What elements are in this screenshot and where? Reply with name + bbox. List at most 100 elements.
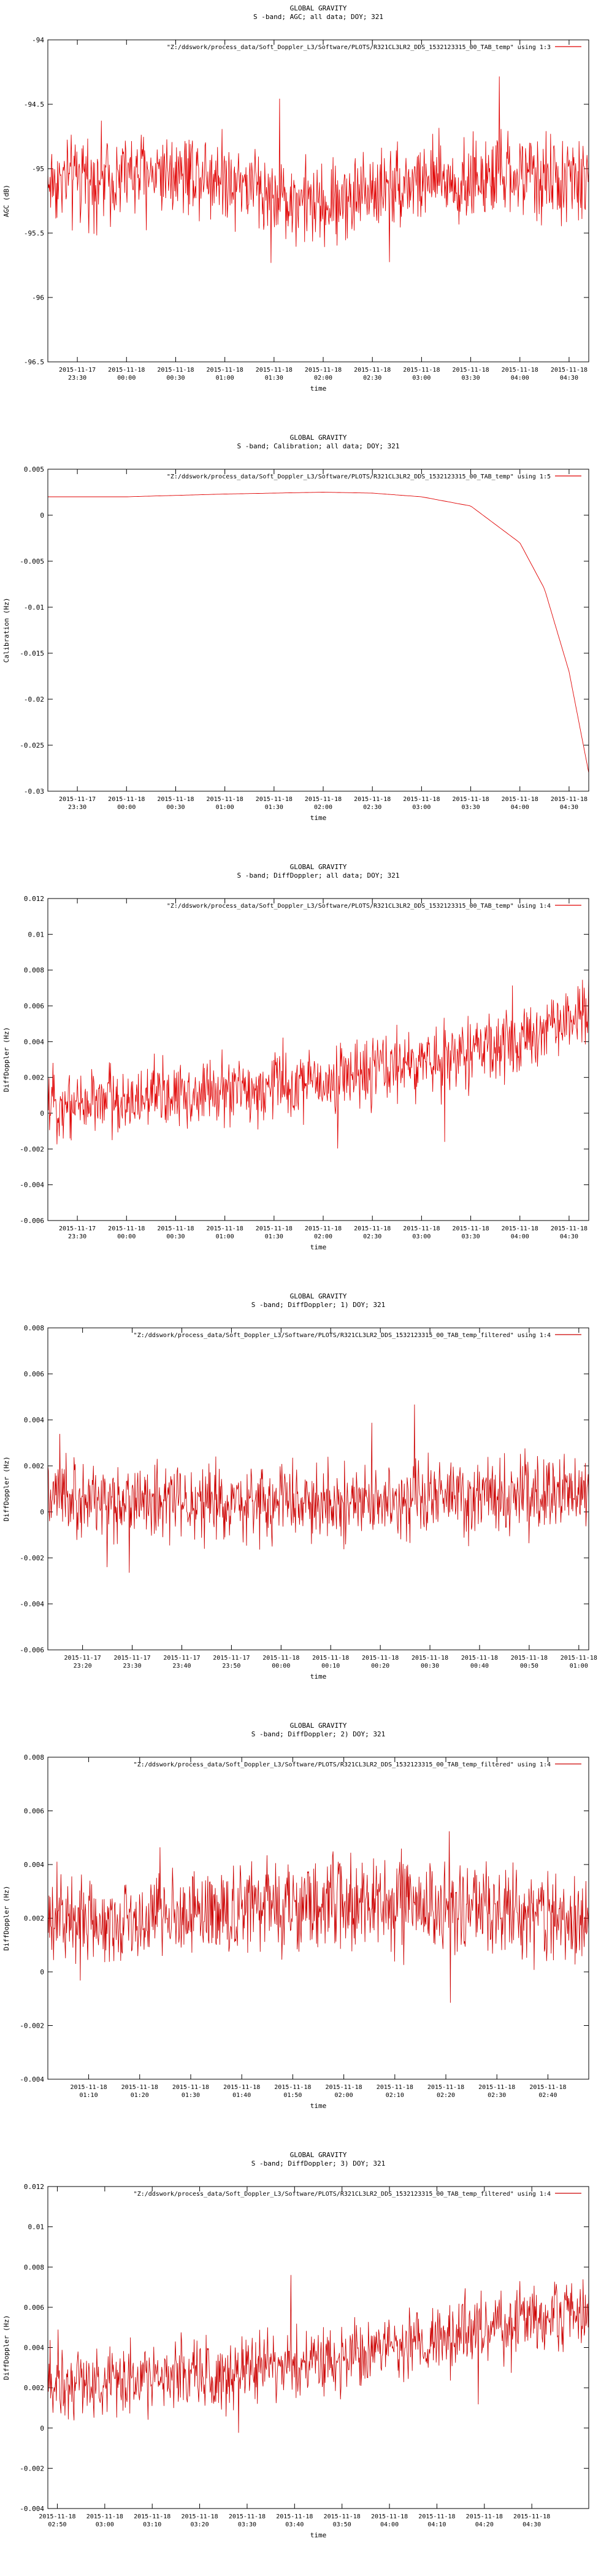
x-tick-label-date: 2015-11-18 xyxy=(134,2513,170,2520)
y-tick-label: 0.002 xyxy=(24,1074,44,1082)
data-series-line xyxy=(47,76,589,263)
x-tick-label-date: 2015-11-18 xyxy=(403,1225,440,1232)
x-tick-label-time: 04:30 xyxy=(560,804,578,811)
y-tick-label: 0.004 xyxy=(24,1038,44,1046)
y-axis-label: AGC (dB) xyxy=(2,185,10,217)
y-tick-label: 0.002 xyxy=(24,1462,44,1470)
x-tick-label-time: 03:40 xyxy=(285,2521,304,2528)
x-tick-label-date: 2015-11-18 xyxy=(262,1655,299,1662)
y-tick-label: 0.005 xyxy=(24,466,44,473)
x-tick-label-date: 2015-11-18 xyxy=(466,2513,503,2520)
y-tick-label: -0.004 xyxy=(20,1600,44,1608)
x-tick-label-date: 2015-11-18 xyxy=(561,1655,597,1662)
y-tick-label: 0.008 xyxy=(24,1754,44,1761)
plot-frame xyxy=(47,898,589,1221)
x-tick-label-time: 23:30 xyxy=(68,804,86,811)
x-tick-label-time: 23:30 xyxy=(68,1233,86,1240)
x-tick-label-time: 03:30 xyxy=(462,375,480,381)
y-tick-label: -95.5 xyxy=(24,229,44,237)
x-tick-label-date: 2015-11-18 xyxy=(70,2084,107,2091)
x-tick-label-date: 2015-11-18 xyxy=(502,796,538,803)
y-tick-label: -96.5 xyxy=(24,358,44,366)
x-tick-label-date: 2015-11-18 xyxy=(427,2084,464,2091)
plot-frame xyxy=(47,39,589,362)
x-tick-label-date: 2015-11-18 xyxy=(502,1225,538,1232)
x-tick-label-date: 2015-11-18 xyxy=(551,1225,588,1232)
x-tick-label-time: 00:50 xyxy=(520,1663,538,1669)
x-tick-label-date: 2015-11-18 xyxy=(305,796,342,803)
x-tick-label-time: 04:00 xyxy=(511,804,529,811)
chart-title: GLOBAL GRAVITY xyxy=(290,1722,347,1730)
y-tick-label: 0 xyxy=(40,1968,44,1976)
y-tick-label: -95 xyxy=(32,165,44,173)
x-tick-label-time: 01:30 xyxy=(265,375,283,381)
y-tick-label: -0.004 xyxy=(20,1181,44,1189)
x-tick-label-date: 2015-11-18 xyxy=(207,1225,243,1232)
y-tick-label: 0 xyxy=(40,1110,44,1117)
x-tick-label-date: 2015-11-18 xyxy=(108,1225,145,1232)
legend-label: "Z:/ddswork/process_data/Soft_Doppler_L3… xyxy=(134,1761,551,1768)
legend-label: "Z:/ddswork/process_data/Soft_Doppler_L3… xyxy=(134,2191,551,2198)
x-tick-label-date: 2015-11-18 xyxy=(551,367,588,374)
x-tick-label-date: 2015-11-18 xyxy=(229,2513,266,2520)
y-tick-label: -0.02 xyxy=(24,696,44,703)
plot-frame xyxy=(47,1757,589,2080)
x-tick-label-time: 00:10 xyxy=(321,1663,340,1669)
x-tick-label-time: 01:30 xyxy=(265,804,283,811)
plot-frame xyxy=(47,1327,589,1650)
x-tick-label-date: 2015-11-18 xyxy=(312,1655,349,1662)
x-tick-label-time: 01:00 xyxy=(570,1663,588,1669)
x-tick-label-date: 2015-11-18 xyxy=(181,2513,218,2520)
x-axis-label: time xyxy=(310,385,327,393)
x-tick-label-time: 00:00 xyxy=(117,375,136,381)
x-tick-label-date: 2015-11-18 xyxy=(223,2084,260,2091)
y-tick-label: -0.002 xyxy=(20,2464,44,2472)
plot-frame xyxy=(47,469,589,792)
x-tick-label-time: 02:00 xyxy=(335,2092,353,2099)
x-tick-label-date: 2015-11-18 xyxy=(478,2084,515,2091)
x-tick-label-time: 00:00 xyxy=(117,804,136,811)
data-series-line xyxy=(47,1831,589,2003)
x-tick-label-time: 01:30 xyxy=(265,1233,283,1240)
chart-title: GLOBAL GRAVITY xyxy=(290,1292,347,1300)
legend-label: "Z:/ddswork/process_data/Soft_Doppler_L3… xyxy=(167,44,551,51)
x-tick-label-time: 03:30 xyxy=(462,804,480,811)
legend-label: "Z:/ddswork/process_data/Soft_Doppler_L3… xyxy=(134,1332,551,1339)
x-tick-label-time: 04:30 xyxy=(560,375,578,381)
y-tick-label: -0.01 xyxy=(24,604,44,611)
x-tick-label-time: 04:20 xyxy=(475,2521,494,2528)
x-tick-label-date: 2015-11-18 xyxy=(403,367,440,374)
y-tick-label: -0.002 xyxy=(20,1145,44,1153)
x-tick-label-time: 00:30 xyxy=(166,1233,185,1240)
x-tick-label-time: 00:00 xyxy=(117,1233,136,1240)
x-tick-label-date: 2015-11-18 xyxy=(256,367,293,374)
x-tick-label-time: 01:30 xyxy=(182,2092,200,2099)
x-tick-label-time: 04:30 xyxy=(560,1233,578,1240)
y-axis-label: DiffDoppler (Hz) xyxy=(2,1886,10,1951)
x-tick-label-date: 2015-11-18 xyxy=(108,367,145,374)
x-tick-label-time: 23:50 xyxy=(222,1663,240,1669)
x-tick-label-date: 2015-11-18 xyxy=(86,2513,123,2520)
y-axis-label: DiffDoppler (Hz) xyxy=(2,2315,10,2380)
chart-subtitle: S -band; Calibration; all data; DOY; 321 xyxy=(237,442,400,450)
y-tick-label: 0 xyxy=(40,512,44,519)
x-tick-label-time: 01:40 xyxy=(232,2092,251,2099)
x-tick-label-date: 2015-11-18 xyxy=(274,2084,311,2091)
y-tick-label: 0.004 xyxy=(24,1861,44,1869)
y-tick-label: -0.005 xyxy=(20,558,44,565)
x-tick-label-time: 01:20 xyxy=(131,2092,149,2099)
chart-subtitle: S -band; DiffDoppler; all data; DOY; 321 xyxy=(237,872,400,880)
y-tick-label: 0.006 xyxy=(24,1807,44,1815)
x-tick-label-date: 2015-11-18 xyxy=(121,2084,158,2091)
x-tick-label-time: 00:30 xyxy=(421,1663,439,1669)
chart-title: GLOBAL GRAVITY xyxy=(290,2151,347,2159)
y-tick-label: -0.002 xyxy=(20,2022,44,2030)
chart-subtitle: S -band; AGC; all data; DOY; 321 xyxy=(253,13,383,21)
x-tick-label-date: 2015-11-18 xyxy=(256,796,293,803)
x-tick-label-date: 2015-11-18 xyxy=(377,2084,413,2091)
chart-title: GLOBAL GRAVITY xyxy=(290,863,347,871)
x-tick-label-time: 00:40 xyxy=(470,1663,489,1669)
chart-title: GLOBAL GRAVITY xyxy=(290,4,347,12)
x-tick-label-date: 2015-11-17 xyxy=(64,1655,101,1662)
x-tick-label-time: 03:00 xyxy=(96,2521,114,2528)
